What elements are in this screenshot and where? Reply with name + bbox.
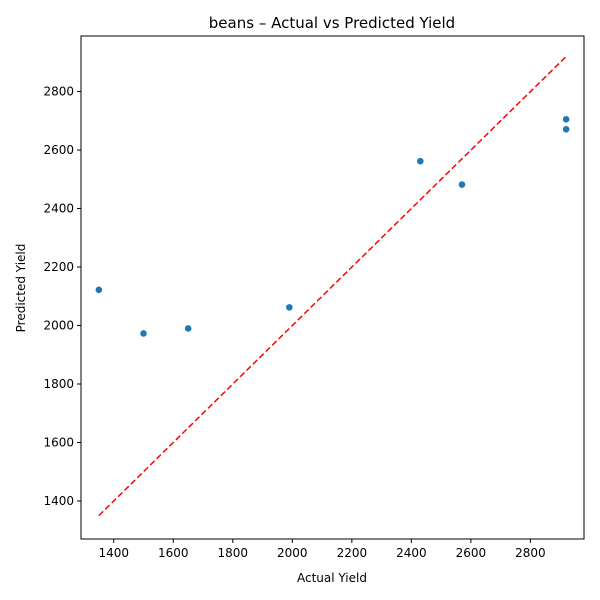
chart-title: beans – Actual vs Predicted Yield [209,14,455,32]
reference-line [98,55,567,517]
y-tick-label: 1600 [43,435,74,449]
plot-frame [80,35,585,540]
x-tick-label: 1800 [218,546,249,560]
y-tick-label: 2400 [43,202,74,216]
y-axis-label: Predicted Yield [14,244,28,333]
data-point [416,157,425,166]
y-tick-label: 2000 [43,319,74,333]
y-tick-label: 1400 [43,494,74,508]
data-point [285,303,294,312]
x-tick-label: 1400 [98,546,129,560]
data-point [562,125,571,134]
data-point [94,285,103,294]
data-point [184,324,193,333]
x-axis: 1400 1600 1800 2000 2200 2400 2600 2800 [98,539,546,560]
y-axis: 1400 1600 1800 2000 2200 2400 2600 2800 [43,85,81,508]
y-tick-label: 2200 [43,260,74,274]
x-tick-label: 2400 [396,546,427,560]
data-point [458,180,466,189]
data-point [139,329,148,338]
y-tick-label: 2800 [43,85,74,99]
x-tick-label: 2000 [277,546,308,560]
x-tick-label: 2600 [456,546,487,560]
data-point [562,115,571,124]
x-axis-label: Actual Yield [297,571,367,585]
x-tick-label: 2200 [337,546,368,560]
x-tick-label: 1600 [158,546,189,560]
y-tick-label: 1800 [43,377,74,391]
x-tick-label: 2800 [515,546,546,560]
y-tick-label: 2600 [43,143,74,157]
